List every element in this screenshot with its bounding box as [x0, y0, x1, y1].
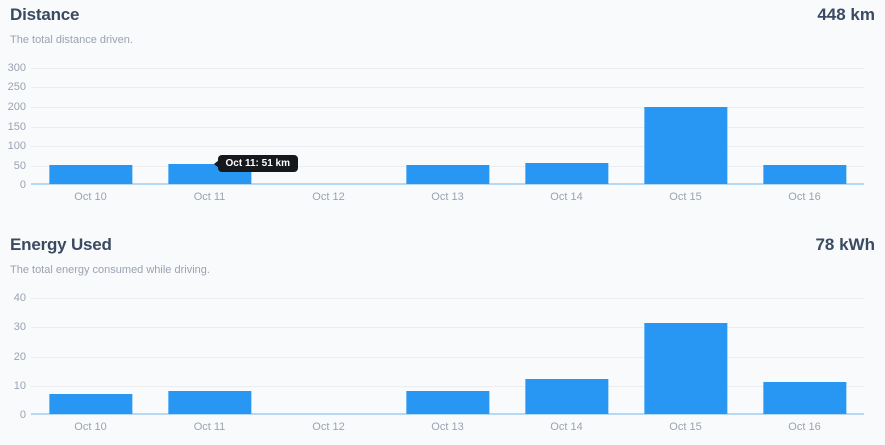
- bar-oct-15[interactable]: [643, 323, 728, 414]
- bar-oct-15[interactable]: [643, 106, 728, 184]
- gridline: [31, 145, 864, 147]
- energy-total-value: 78 kWh: [815, 235, 875, 254]
- x-axis-label-oct-14: Oct 14: [550, 191, 583, 203]
- distance-chart-header: Distance 448 km: [0, 5, 885, 25]
- distance-chart-subtitle: The total distance driven.: [10, 34, 133, 46]
- bar-oct-16[interactable]: [762, 381, 847, 414]
- x-axis-label-oct-15: Oct 15: [669, 421, 702, 433]
- x-axis-label-oct-13: Oct 13: [431, 421, 464, 433]
- y-axis-tick-label: 20: [13, 350, 26, 363]
- distance-y-axis: 0 50 100 150 200 250 300: [0, 62, 26, 191]
- energy-chart-section: Energy Used 78 kWh The total energy cons…: [0, 235, 885, 439]
- energy-chart-title: Energy Used: [10, 235, 112, 254]
- distance-chart-title: Distance: [10, 5, 80, 24]
- y-axis-tick-label: 30: [13, 321, 26, 334]
- x-axis-label-oct-10: Oct 10: [74, 191, 107, 203]
- distance-total-value: 448 km: [817, 5, 875, 24]
- bar-oct-10[interactable]: [48, 165, 133, 184]
- distance-bar-chart: 0 50 100 150 200 250 300 Oct 11: 51 km Oct 10 O…: [0, 62, 885, 209]
- gridline: [31, 68, 864, 69]
- y-axis-tick-label: 50: [13, 159, 26, 172]
- x-axis-baseline: [31, 413, 864, 415]
- gridline: [31, 106, 864, 108]
- x-axis-baseline: [31, 183, 864, 185]
- x-axis-label-oct-10: Oct 10: [74, 421, 107, 433]
- gridline: [31, 87, 864, 89]
- chart-tooltip: Oct 11: 51 km: [217, 155, 298, 173]
- bar-oct-14[interactable]: [524, 378, 609, 414]
- y-axis-tick-label: 100: [7, 139, 26, 152]
- x-axis-label-oct-16: Oct 16: [788, 191, 821, 203]
- bar-oct-11[interactable]: [167, 390, 252, 414]
- distance-chart-section: Distance 448 km The total distance drive…: [0, 0, 885, 209]
- x-axis-label-oct-12: Oct 12: [312, 191, 345, 203]
- energy-bar-chart: 0 10 20 30 40 Oct 10 Oct 11 Oct 12 Oct 13 Oct 14…: [0, 292, 885, 439]
- x-axis-label-oct-11: Oct 11: [193, 191, 226, 203]
- x-axis-label-oct-16: Oct 16: [788, 421, 821, 433]
- x-axis-label-oct-15: Oct 15: [669, 191, 702, 203]
- energy-plot-area: [31, 298, 864, 415]
- bar-oct-10[interactable]: [48, 393, 133, 414]
- y-axis-tick-label: 0: [19, 409, 26, 421]
- energy-chart-header: Energy Used 78 kWh: [0, 235, 885, 255]
- bar-oct-13[interactable]: [405, 165, 490, 184]
- bar-oct-16[interactable]: [762, 164, 847, 184]
- y-axis-tick-label: 250: [7, 81, 26, 94]
- distance-plot-area: Oct 11: 51 km: [31, 68, 864, 185]
- y-axis-tick-label: 10: [13, 379, 26, 392]
- gridline: [31, 126, 864, 128]
- y-axis-tick-label: 40: [13, 292, 26, 304]
- y-axis-tick-label: 200: [7, 100, 26, 113]
- gridline: [31, 385, 864, 387]
- bar-oct-14[interactable]: [524, 163, 609, 184]
- x-axis-label-oct-14: Oct 14: [550, 421, 583, 433]
- energy-y-axis: 0 10 20 30 40: [0, 292, 26, 421]
- x-axis-label-oct-12: Oct 12: [312, 421, 345, 433]
- gridline: [31, 356, 864, 358]
- bar-oct-13[interactable]: [405, 390, 490, 414]
- x-axis-label-oct-11: Oct 11: [193, 421, 226, 433]
- y-axis-tick-label: 150: [7, 120, 26, 133]
- energy-x-axis: Oct 10 Oct 11 Oct 12 Oct 13 Oct 14 Oct 15 Oct …: [31, 421, 864, 435]
- energy-chart-subtitle: The total energy consumed while driving.: [10, 264, 210, 276]
- y-axis-tick-label: 300: [7, 62, 26, 74]
- gridline: [31, 298, 864, 299]
- x-axis-label-oct-13: Oct 13: [431, 191, 464, 203]
- gridline: [31, 327, 864, 329]
- y-axis-tick-label: 0: [19, 179, 26, 191]
- distance-x-axis: Oct 10 Oct 11 Oct 12 Oct 13 Oct 14 Oct 15 Oct …: [31, 191, 864, 205]
